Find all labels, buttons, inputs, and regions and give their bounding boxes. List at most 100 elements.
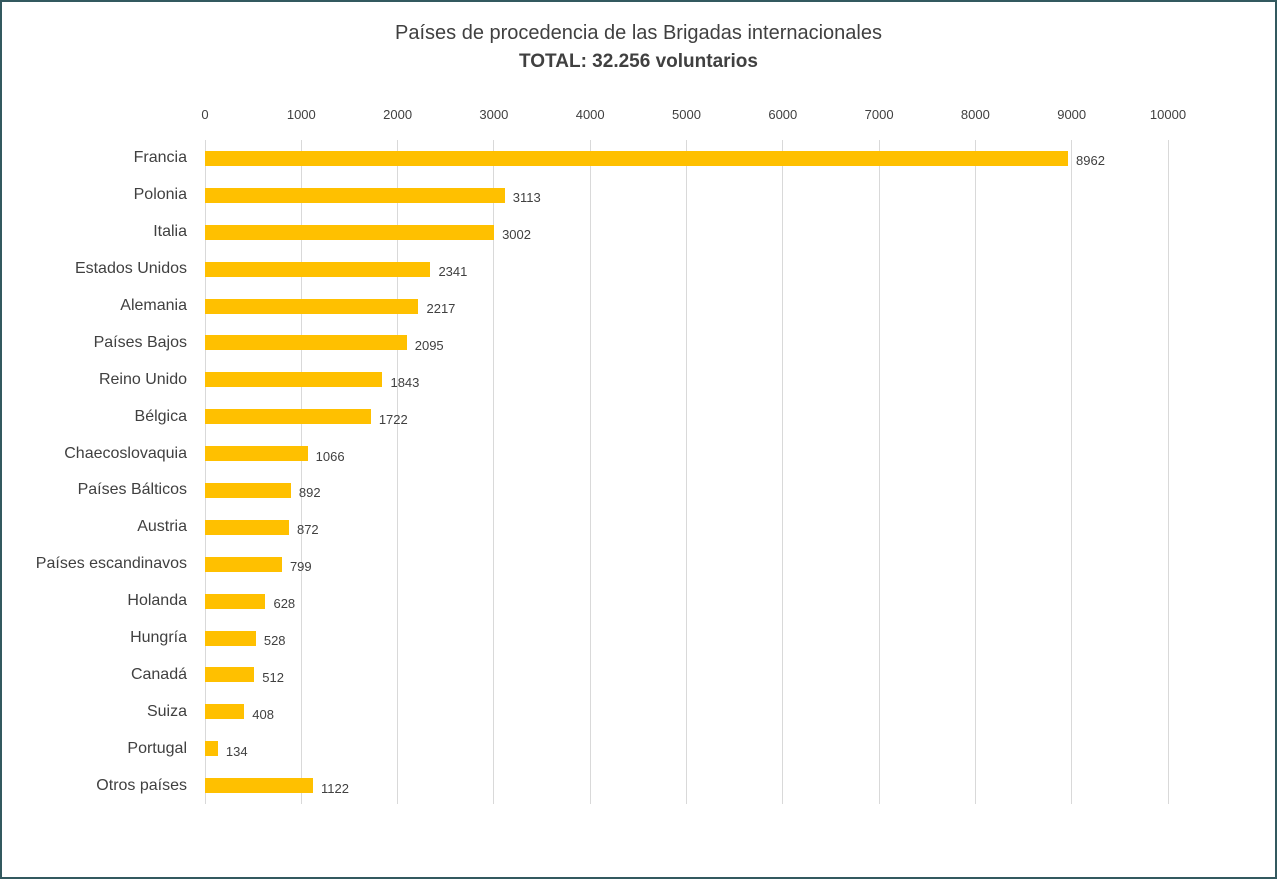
bar-row: Austria 872 xyxy=(2,509,1168,546)
bar-row: Portugal 134 xyxy=(2,730,1168,767)
category-label: Francia xyxy=(133,149,187,167)
x-tick-label: 5000 xyxy=(672,107,701,122)
bar xyxy=(205,556,282,572)
category-label: Países escandinavos xyxy=(35,555,187,573)
bar xyxy=(205,519,289,535)
bar xyxy=(205,667,255,683)
bar-area: 799 xyxy=(205,546,1168,583)
gridline xyxy=(1071,140,1073,804)
bar-row: Bélgica 1722 xyxy=(2,398,1168,435)
x-tick-label: 7000 xyxy=(864,107,894,122)
x-tick-label: 6000 xyxy=(768,107,798,122)
bar-area: 512 xyxy=(205,656,1168,693)
category-label: Hungría xyxy=(130,629,187,647)
x-tick-label: 0 xyxy=(201,107,209,122)
gridline xyxy=(300,140,302,804)
bar xyxy=(205,261,431,277)
bar xyxy=(205,704,245,720)
bar xyxy=(205,482,291,498)
x-tick-label: 9000 xyxy=(1057,107,1087,122)
bar-row: Países Bálticos 892 xyxy=(2,472,1168,509)
bar-area: 408 xyxy=(205,693,1168,730)
bar-rows: Francia 8962 Polonia 3113 Italia 3002 Estados … xyxy=(2,140,1168,804)
value-label: 1843 xyxy=(390,374,420,390)
bar-row: Italia 3002 xyxy=(2,214,1168,251)
category-label: Suiza xyxy=(146,702,187,720)
value-label: 408 xyxy=(252,706,274,722)
bar xyxy=(205,446,308,462)
gridline xyxy=(878,140,880,804)
x-tick-label: 3000 xyxy=(479,107,509,122)
bar xyxy=(205,224,495,240)
bar-row: Francia 8962 xyxy=(2,140,1168,177)
bar-row: Polonia 3113 xyxy=(2,177,1168,214)
bar-row: Otros países 1122 xyxy=(2,767,1168,804)
value-label: 1722 xyxy=(378,411,408,427)
category-label: Polonia xyxy=(133,186,187,204)
bar-area: 134 xyxy=(205,730,1168,767)
value-label: 628 xyxy=(273,596,296,612)
value-label: 3113 xyxy=(512,190,541,206)
bar-area: 1843 xyxy=(205,361,1168,398)
x-tick-label: 8000 xyxy=(960,107,990,122)
bar xyxy=(205,335,407,351)
bar-area: 3002 xyxy=(205,214,1168,251)
value-label: 1122 xyxy=(321,780,350,796)
gridline xyxy=(686,140,687,804)
gridline xyxy=(589,140,591,804)
bar xyxy=(205,630,256,646)
bar-row: Países escandinavos 799 xyxy=(2,546,1168,583)
bar-row: Suiza 408 xyxy=(2,693,1168,730)
bar-row: Hungría 528 xyxy=(2,620,1168,657)
bar-row: Holanda 628 xyxy=(2,583,1168,620)
gridline xyxy=(974,140,976,804)
gridlines xyxy=(204,140,1169,804)
category-label: Alemania xyxy=(120,297,187,314)
bar-area: 872 xyxy=(205,509,1168,546)
bar-area: 8962 xyxy=(205,140,1168,177)
gridline xyxy=(1167,140,1169,804)
bar xyxy=(205,778,314,794)
category-label: Estados Unidos xyxy=(74,260,187,278)
value-label: 1066 xyxy=(315,448,345,464)
category-label: Chaecoslovaquia xyxy=(64,444,187,462)
category-label: Países Bálticos xyxy=(77,481,187,499)
value-label: 872 xyxy=(296,522,319,538)
bar-area: 2217 xyxy=(205,288,1168,325)
bar-row: Reino Unido 1843 xyxy=(2,361,1168,398)
value-label: 512 xyxy=(262,669,284,685)
value-label: 892 xyxy=(298,485,321,501)
bar-area: 628 xyxy=(205,583,1168,620)
category-label: Países Bajos xyxy=(93,333,187,351)
bar-area: 2341 xyxy=(205,251,1168,288)
bar xyxy=(205,593,266,609)
value-label: 134 xyxy=(225,743,248,759)
bar-row: Canadá 512 xyxy=(2,656,1168,693)
bar-row: Estados Unidos 2341 xyxy=(2,251,1168,288)
x-tick-label: 2000 xyxy=(383,107,413,122)
chart-subtitle: TOTAL: 32.256 voluntarios xyxy=(519,51,758,72)
bar xyxy=(205,372,383,388)
value-label: 799 xyxy=(289,559,312,575)
bar-area: 892 xyxy=(205,472,1168,509)
x-tick-label: 4000 xyxy=(575,107,605,122)
value-label: 2095 xyxy=(414,337,444,353)
bar-row: Alemania 2217 xyxy=(2,288,1168,325)
x-tick-label: 1000 xyxy=(286,107,316,122)
value-label: 2217 xyxy=(426,301,456,316)
category-label: Canadá xyxy=(130,665,187,683)
gridline xyxy=(493,140,495,804)
gridline xyxy=(204,140,206,804)
bar-area: 2095 xyxy=(205,324,1168,361)
bar-area: 3113 xyxy=(205,177,1168,214)
category-label: Reino Unido xyxy=(98,370,187,388)
bar xyxy=(205,298,419,314)
category-label: Austria xyxy=(137,518,187,536)
category-label: Italia xyxy=(153,223,187,241)
gridline xyxy=(397,140,399,804)
bar xyxy=(205,741,218,757)
category-label: Bélgica xyxy=(134,407,187,425)
bar-row: Chaecoslovaquia 1066 xyxy=(2,435,1168,472)
value-label: 3002 xyxy=(502,227,531,243)
category-label: Otros países xyxy=(96,776,187,794)
